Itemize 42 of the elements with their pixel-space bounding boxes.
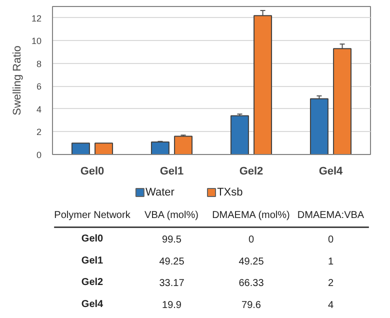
- text: 49.25: [238, 256, 264, 268]
- bar: [310, 98, 328, 154]
- text: 4: [328, 300, 334, 311]
- category-label: Gel2: [81, 277, 104, 288]
- x-tick-label: Gel1: [160, 166, 184, 178]
- category-label: Gel1: [81, 255, 104, 266]
- text: 0: [328, 234, 334, 246]
- category-label: Polymer Network: [54, 210, 132, 221]
- y-tick-label: 12: [31, 13, 42, 24]
- text: 49.25: [159, 256, 184, 268]
- category-label: Gel0: [81, 234, 104, 245]
- y-tick-label: 10: [31, 36, 42, 46]
- bar: [94, 142, 114, 154]
- bar: [230, 115, 249, 154]
- bar: [333, 48, 352, 154]
- y-axis-title: Swelling Ratio: [11, 46, 24, 116]
- x-tick-label: Gel4: [318, 166, 344, 178]
- text: 19.9: [162, 300, 182, 311]
- bar: [150, 141, 170, 154]
- bar: [254, 15, 272, 154]
- category-label: VBA (mol%): [144, 210, 198, 221]
- text: 1: [328, 256, 334, 268]
- text: 33.17: [159, 278, 184, 290]
- text: 79.6: [242, 300, 261, 311]
- legend-label: Water: [146, 186, 175, 198]
- y-tick-label: 2: [36, 127, 42, 138]
- x-tick-label: Gel0: [80, 166, 104, 178]
- legend-label: TXsb: [217, 186, 243, 198]
- y-tick-label: 8: [36, 58, 42, 69]
- text: 0: [248, 234, 254, 246]
- bar: [71, 142, 90, 154]
- y-tick-label: 4: [36, 104, 42, 114]
- y-tick-label: 0: [36, 150, 42, 160]
- category-label: Gel4: [81, 298, 104, 310]
- text: 99.5: [162, 234, 182, 246]
- bar: [174, 136, 193, 154]
- x-tick-label: Gel2: [239, 166, 264, 178]
- category-label: DMAEMA:VBA: [297, 210, 364, 221]
- category-label: DMAEMA (mol%): [212, 210, 290, 221]
- y-tick-label: 6: [36, 82, 42, 92]
- text: 2: [328, 278, 334, 290]
- text: 66.33: [238, 278, 264, 290]
